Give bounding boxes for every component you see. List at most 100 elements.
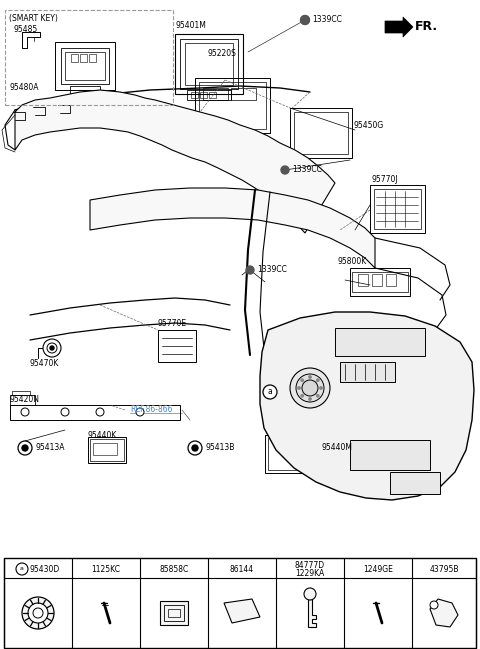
Text: 1125KC: 1125KC — [92, 565, 120, 574]
Text: REF.86-866: REF.86-866 — [130, 406, 172, 415]
Text: 84777D: 84777D — [295, 561, 325, 570]
Polygon shape — [430, 599, 458, 627]
Circle shape — [16, 563, 28, 575]
Circle shape — [246, 266, 254, 274]
Bar — [70, 86, 100, 94]
Circle shape — [33, 608, 43, 618]
Circle shape — [61, 408, 69, 416]
Bar — [80, 54, 87, 62]
Bar — [372, 274, 382, 286]
Circle shape — [22, 597, 54, 629]
Bar — [294, 112, 348, 154]
Text: 95470K: 95470K — [30, 358, 60, 367]
Text: 95440K: 95440K — [88, 430, 118, 439]
Bar — [209, 92, 216, 98]
Bar — [160, 601, 188, 625]
Bar — [71, 54, 78, 62]
Text: a: a — [20, 567, 24, 572]
Circle shape — [96, 408, 104, 416]
Text: 95800K: 95800K — [338, 258, 367, 267]
Bar — [10, 405, 180, 420]
Circle shape — [309, 398, 311, 400]
Bar — [231, 88, 256, 100]
Text: a: a — [268, 387, 272, 397]
Circle shape — [300, 16, 310, 25]
Text: 95450G: 95450G — [354, 121, 384, 130]
Bar — [168, 609, 180, 617]
Bar — [290, 108, 352, 158]
Bar — [335, 328, 425, 356]
Text: 95770E: 95770E — [158, 319, 187, 328]
Circle shape — [300, 16, 310, 25]
Text: 95480A: 95480A — [9, 84, 38, 93]
Circle shape — [301, 395, 303, 397]
Circle shape — [302, 380, 318, 396]
Bar — [386, 274, 396, 286]
Text: (SMART KEY): (SMART KEY) — [9, 14, 58, 23]
Circle shape — [290, 368, 330, 408]
Circle shape — [301, 379, 303, 382]
Bar — [350, 440, 430, 470]
Bar — [390, 472, 440, 494]
Bar — [374, 189, 421, 229]
Circle shape — [430, 601, 438, 609]
Bar — [88, 437, 126, 463]
Circle shape — [263, 385, 277, 399]
Bar — [191, 92, 198, 98]
Text: 95430D: 95430D — [30, 565, 60, 574]
Circle shape — [188, 441, 202, 455]
Bar — [340, 362, 395, 382]
Circle shape — [136, 408, 144, 416]
Text: 95401M: 95401M — [175, 21, 206, 31]
Bar — [65, 52, 105, 80]
Circle shape — [47, 343, 57, 353]
Text: 1229KA: 1229KA — [295, 570, 324, 578]
Text: FR.: FR. — [415, 21, 438, 34]
Circle shape — [28, 603, 48, 623]
Text: 95413A: 95413A — [35, 443, 64, 452]
Text: 85858C: 85858C — [159, 565, 189, 574]
Circle shape — [21, 408, 29, 416]
Bar — [268, 438, 317, 470]
Text: 43795B: 43795B — [429, 565, 459, 574]
Bar — [89, 54, 96, 62]
Bar — [195, 78, 270, 133]
Bar — [199, 82, 266, 129]
Circle shape — [298, 387, 300, 389]
Circle shape — [50, 346, 54, 350]
Text: 1339CC: 1339CC — [312, 16, 342, 25]
Bar — [158, 330, 196, 362]
Bar — [180, 39, 238, 89]
Bar — [10, 395, 35, 405]
Bar — [12, 391, 30, 395]
Text: 95220S: 95220S — [207, 49, 236, 58]
Circle shape — [317, 379, 319, 382]
Bar — [350, 268, 410, 296]
Circle shape — [320, 387, 322, 389]
Text: 1339CC: 1339CC — [257, 265, 287, 275]
Circle shape — [304, 588, 316, 600]
Bar — [175, 34, 243, 94]
Bar — [5, 10, 173, 105]
Circle shape — [281, 166, 289, 174]
Text: 86144: 86144 — [230, 565, 254, 574]
Text: 95440M: 95440M — [322, 443, 353, 452]
Circle shape — [317, 395, 319, 397]
Bar — [200, 92, 207, 98]
Circle shape — [18, 441, 32, 455]
Bar — [4, 558, 476, 648]
Polygon shape — [308, 599, 316, 627]
Text: 95770J: 95770J — [372, 175, 398, 184]
Bar — [203, 88, 228, 100]
Text: 95485: 95485 — [13, 25, 37, 34]
Circle shape — [22, 445, 28, 451]
Polygon shape — [90, 188, 375, 268]
Polygon shape — [15, 90, 335, 233]
Circle shape — [43, 339, 61, 357]
Polygon shape — [260, 312, 474, 500]
Circle shape — [309, 376, 311, 378]
Bar — [90, 439, 124, 461]
Circle shape — [192, 445, 198, 451]
Text: 1249GE: 1249GE — [363, 565, 393, 574]
Polygon shape — [385, 17, 413, 37]
